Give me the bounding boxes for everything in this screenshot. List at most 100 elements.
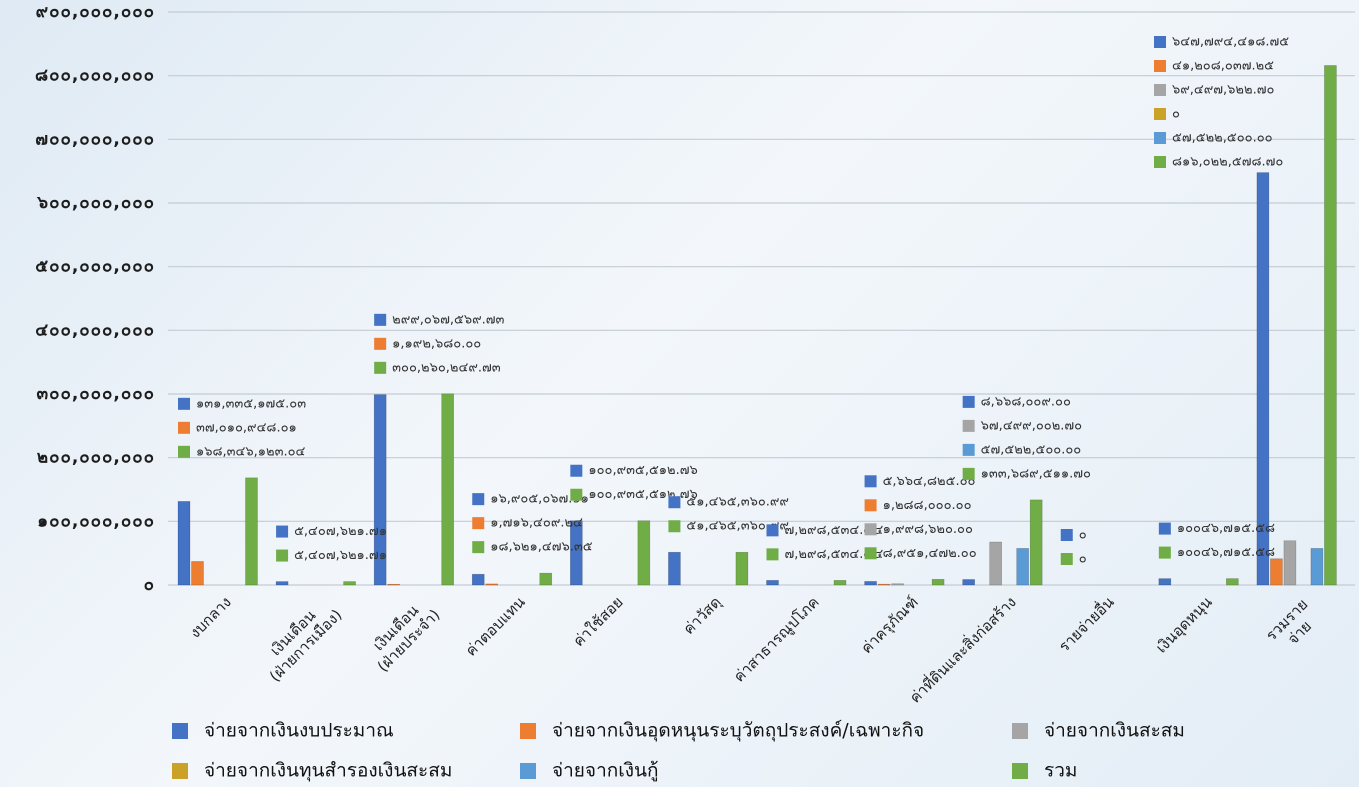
bar (637, 520, 651, 586)
data-label: ๔๑,๒๐๘,๐๓๗.๒๕ (1172, 59, 1274, 74)
data-label-swatch (178, 445, 190, 458)
data-label-swatch (472, 541, 485, 554)
bar (387, 583, 400, 586)
data-label: ๘๑๖,๐๒๒,๕๗๘.๗๐ (1172, 155, 1283, 170)
bar (931, 579, 945, 586)
data-label: ๑,๗๑๖,๔๐๙.๒๔ (490, 516, 583, 531)
data-label-swatch (668, 520, 681, 533)
legend-swatch (520, 763, 536, 779)
bar (1158, 578, 1172, 586)
data-label-swatch (178, 397, 190, 410)
data-label-swatch (1154, 132, 1166, 144)
data-label-swatch (962, 443, 975, 456)
bar (471, 573, 485, 586)
bar (539, 572, 553, 586)
data-label: ๕๗,๕๒๒,๕๐๐.๐๐ (981, 442, 1082, 457)
data-label: ๑,๙๙๘,๖๒๐.๐๐ (883, 522, 973, 537)
legend-label: จ่ายจากเงินงบประมาณ (204, 720, 394, 742)
data-label: ๑,๑๙๒,๖๘๐.๐๐ (392, 336, 481, 351)
data-label: ๕๗,๕๒๒,๕๐๐.๐๐ (1172, 131, 1273, 146)
bar (1226, 578, 1239, 586)
data-label-swatch (1158, 546, 1171, 559)
data-label: ๕,๔๐๗,๖๒๑.๗๑ (294, 524, 387, 539)
data-label: ๕๑,๔๖๕,๓๖๐.๙๙ (686, 519, 789, 534)
bar (245, 477, 258, 586)
data-label-swatch (570, 464, 583, 477)
bar (833, 580, 847, 586)
bar (1324, 65, 1337, 586)
data-label: ๖๗,๔๙๙,๐๐๒.๗๐ (981, 418, 1083, 433)
legend-swatch (520, 723, 536, 739)
data-label: ๕,๖๖๔,๘๒๕.๐๐ (883, 474, 976, 489)
data-label-swatch (472, 517, 485, 530)
y-tick-label: ๐ (144, 575, 155, 595)
data-label-swatch (374, 313, 387, 326)
y-tick-label: ๖๐๐,๐๐๐,๐๐๐ (36, 193, 155, 213)
data-label: ๘,๖๖๘,๐๐๙.๐๐ (981, 394, 1071, 409)
bar (1270, 558, 1283, 586)
legend-label: จ่ายจากเงินสะสม (1044, 720, 1185, 742)
data-label-swatch (276, 525, 289, 538)
data-label-swatch (374, 361, 387, 374)
data-label-swatch (864, 547, 877, 560)
bar (485, 583, 499, 586)
bar (891, 583, 904, 586)
bar (373, 394, 387, 586)
bar (1283, 540, 1297, 586)
data-label: ๑๓๓,๖๘๙,๕๑๑.๗๐ (981, 466, 1091, 481)
data-label-swatch (766, 548, 779, 561)
y-tick-label: ๔๐๐,๐๐๐,๐๐๐ (35, 320, 155, 340)
data-label: ๑,๒๘๘,๐๐๐.๐๐ (883, 498, 972, 513)
legend-label: รวม (1044, 760, 1077, 782)
data-label: ๑๖๘,๓๔๖,๑๒๓.๐๔ (196, 444, 306, 459)
data-label: ๑๘,๖๒๑,๔๗๖.๓๕ (490, 540, 593, 555)
legend-label: จ่ายจากเงินกู้ (552, 760, 659, 782)
data-label-swatch (472, 493, 485, 506)
data-label-swatch (962, 467, 975, 480)
bar (877, 583, 891, 586)
data-label: ๘,๙๕๑,๔๗๒.๐๐ (883, 546, 977, 561)
data-label: ๖๔๗,๗๙๔,๔๑๘.๗๕ (1172, 35, 1289, 50)
data-label: ๐ (1172, 107, 1180, 122)
bar (275, 581, 289, 586)
legend-swatch (1012, 723, 1028, 739)
y-tick-label: ๙๐๐,๐๐๐,๐๐๐ (36, 2, 155, 22)
data-label-swatch (1060, 529, 1073, 541)
data-label: ๗,๒๙๘,๕๓๔.๘๔ (785, 523, 884, 538)
bar (570, 520, 583, 586)
data-label-swatch (1154, 156, 1166, 168)
data-label: ๓๐๐,๒๖๐,๒๔๙.๗๓ (392, 360, 501, 375)
data-label-swatch (1158, 522, 1171, 535)
y-tick-label: ๗๐๐,๐๐๐,๐๐๐ (35, 129, 155, 149)
data-label: ๐ (1079, 552, 1087, 567)
data-label-swatch (864, 475, 877, 488)
data-label: ๑๓๑,๓๓๕,๑๗๕.๐๓ (196, 396, 306, 411)
legend-swatch (1012, 763, 1028, 779)
bar (1310, 548, 1324, 586)
y-tick-label: ๑๐๐,๐๐๐,๐๐๐ (37, 511, 155, 531)
bar (864, 581, 877, 586)
data-label-swatch (1154, 60, 1166, 72)
data-label: ๑๐๐,๙๓๕,๕๑๒.๗๖ (588, 487, 697, 502)
bar (441, 393, 454, 586)
y-tick-label: ๒๐๐,๐๐๐,๐๐๐ (37, 448, 155, 468)
data-label: ๕๑,๔๖๕,๓๖๐.๙๙ (686, 495, 789, 510)
data-label-swatch (766, 524, 779, 537)
data-label: ๑๐๐,๙๓๕,๕๑๒.๗๖ (588, 463, 697, 478)
data-label-swatch (962, 419, 975, 432)
data-label: ๒๙๙,๐๖๗,๕๖๙.๗๓ (392, 312, 504, 327)
data-label: ๕,๔๐๗,๖๒๑.๗๑ (294, 548, 387, 563)
data-label-swatch (864, 499, 877, 512)
data-label-swatch (570, 488, 583, 501)
data-label: ๑๖,๙๐๕,๐๖๗.๑๑ (490, 492, 589, 507)
data-label: ๑๐๐๔๖,๗๑๕.๕๘ (1177, 545, 1275, 560)
data-label-swatch (374, 337, 387, 350)
y-tick-label: ๕๐๐,๐๐๐,๐๐๐ (35, 257, 155, 277)
data-label: ๓๗,๐๑๐,๙๔๘.๐๑ (196, 420, 297, 435)
data-label-swatch (1154, 84, 1166, 96)
bar (766, 580, 779, 586)
bar (343, 581, 356, 586)
legend-swatch (172, 723, 188, 739)
